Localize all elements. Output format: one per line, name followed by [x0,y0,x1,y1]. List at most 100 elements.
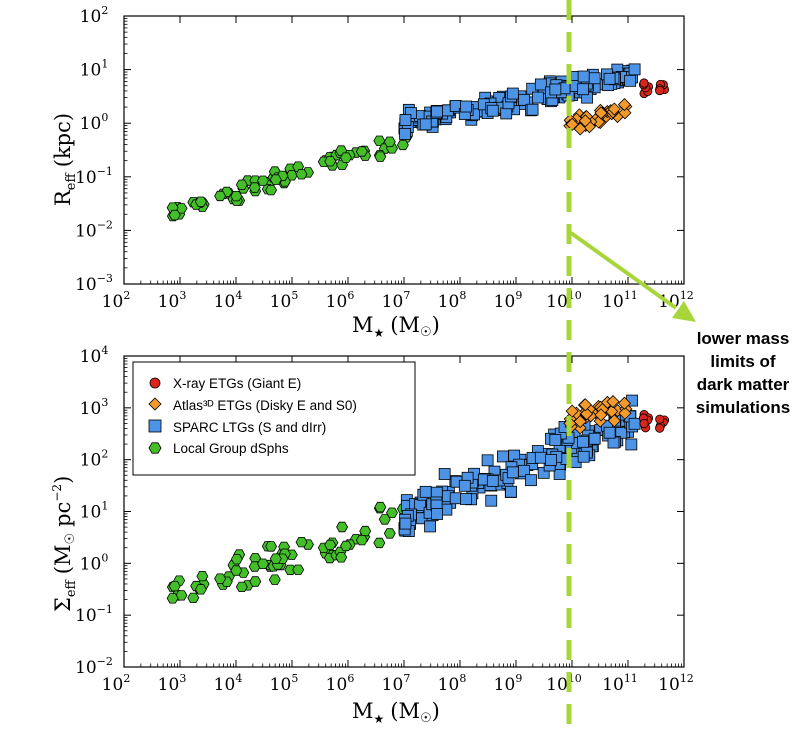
legend-box [132,361,416,476]
top-sparc-point [628,63,641,76]
bottom-data-points [166,394,670,604]
bottom-atlas-point [606,395,620,409]
top-xtick-label: 107 [382,289,411,312]
bottom-axis-ticks: 102 103 104 105 106 107 108 109 1010 1011 1012 10−2… [75,344,694,695]
top-atlas-point [578,114,592,128]
bottom-sparc-point [525,474,537,487]
bottom-dsph-point [196,571,209,582]
bottom-sparc-point [424,520,436,533]
top-dsph-point [340,152,352,163]
top-sparc-point [549,83,562,96]
top-xtick-label: 109 [494,289,523,312]
bottom-sparc-point [481,454,494,467]
legend: X-ray ETGs (Giant E) Atlas³ᴰ ETGs (Disky… [132,361,416,476]
bottom-sparc-point [615,426,628,439]
top-xray-point [655,85,665,96]
top-xtick-label: 104 [214,289,243,312]
annotation-arrow [569,231,696,322]
top-dsph-point [324,156,337,167]
top-dsph-point [235,179,248,190]
top-atlas-point [618,106,632,120]
bottom-xray-point [639,418,649,429]
top-sparc-point [534,78,547,91]
bottom-xtick-label: 103 [158,672,187,695]
bottom-xtick-label: 1012 [658,672,694,695]
top-xtick-label: 108 [438,289,467,312]
bottom-ytick-label: 10−1 [75,603,113,626]
bottom-dsph-point [257,558,269,569]
bottom-sparc-point [577,450,590,463]
bottom-sparc-point [577,435,589,448]
bottom-xtick-label: 108 [438,672,467,695]
top-sparc-point [506,87,519,100]
bottom-dsph-point [374,501,387,513]
top-dsph-point [194,196,207,207]
top-dsph-point [269,174,282,185]
bottom-atlas-point [578,398,592,412]
bottom-sparc-point [534,451,547,464]
bottom-atlas-point [565,404,579,418]
bottom-sparc-point [485,494,498,507]
bottom-sparc-point [505,485,517,498]
top-dsph-point [248,182,261,193]
top-ytick-label: 10−3 [75,272,113,295]
annotation-line-2: limits of [710,352,776,371]
top-xtick-label: 102 [102,289,131,312]
bottom-sparc-point [431,508,443,520]
bottom-dsph-point [187,592,200,603]
bottom-dsph-point [386,507,398,518]
bottom-dsph-point [265,541,278,552]
top-sparc-point [624,74,637,87]
bottom-atlas-point [607,414,621,428]
bottom-dsph-point [324,539,337,551]
top-sparc-point [577,70,590,83]
bottom-dsph-point [166,593,179,604]
top-sparc-point [399,128,411,140]
bottom-ytick-label: 102 [80,448,109,471]
bottom-xray-point [655,414,665,424]
top-sparc-point [399,114,412,126]
top-y-axis-label: Reff(kpc) [51,113,79,206]
top-sparc-point [531,91,544,104]
bottom-xtick-label: 104 [214,672,243,695]
annotation-line-4: simulations [696,398,790,417]
bottom-xtick-label: 106 [326,672,355,695]
bottom-sparc-point [628,417,641,430]
legend-sparc-label: SPARC LTGs (S and dIrr) [173,420,326,435]
bottom-dsph-point [359,525,372,537]
bottom-sparc-point [588,432,601,445]
top-ytick-label: 101 [80,58,109,81]
top-sparc-point [460,100,472,113]
bottom-sparc-point [497,450,509,463]
bottom-sparc-point [399,517,412,530]
top-sparc-point [500,107,513,120]
bottom-xtick-label: 109 [494,672,523,695]
bottom-dsph-point [235,581,248,592]
annotation-line-3: dark matter [697,375,790,394]
bottom-dsph-point [168,581,181,592]
bottom-sparc-point [549,434,562,446]
top-atlas-point [617,98,632,112]
bottom-sparc-point [553,468,566,480]
bottom-sparc-point [537,466,550,479]
bottom-dsph-point [355,535,368,546]
legend-atlas-label: Atlas³ᴰ ETGs (Disky E and S0) [173,398,357,413]
bottom-xtick-label: 1011 [602,672,638,695]
bottom-x-axis-label: M★ (M☉) [352,699,440,725]
legend-sparc-marker [148,419,162,433]
bottom-dsph-point [194,584,207,595]
top-ytick-label: 100 [80,111,109,134]
bottom-sparc-point [506,466,519,479]
bottom-ytick-label: 100 [80,551,109,574]
bottom-sparc-point [545,453,557,466]
legend-xray-marker [149,377,161,389]
bottom-y-axis-label: Σeff(M☉pc−2) [50,476,79,612]
bottom-sparc-point [438,468,451,480]
top-sparc-point [486,104,499,117]
top-ytick-label: 10−2 [75,218,113,241]
top-xray-point [639,78,649,88]
legend-atlas-marker [148,397,162,411]
top-atlas-point [594,106,608,120]
bottom-sparc-point [449,492,462,505]
